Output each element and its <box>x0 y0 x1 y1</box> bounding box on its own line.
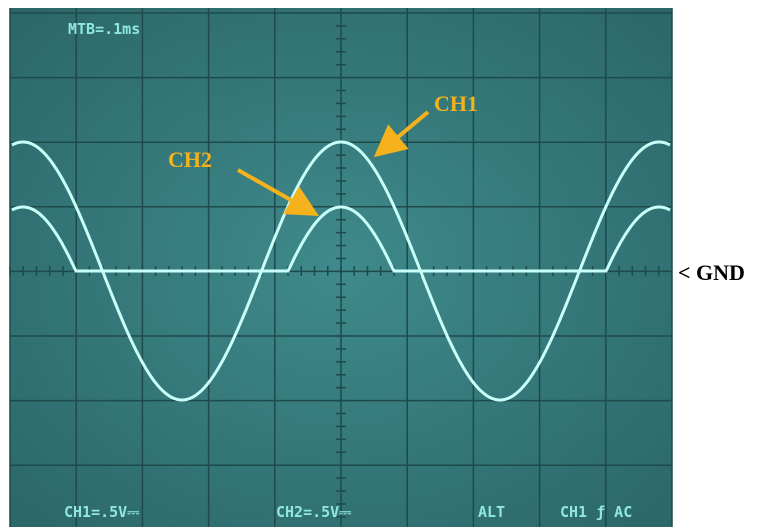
mode: ALT <box>478 503 505 521</box>
ch2-label: CH2 <box>168 147 212 172</box>
ch1-scale: CH1=.5V⎓ <box>64 503 139 521</box>
ch2-scale: CH2=.5V⎓ <box>276 503 351 521</box>
timebase: MTB=.1ms <box>68 20 140 38</box>
trigger: CH1 ƒ AC <box>560 503 632 521</box>
ch1-label: CH1 <box>434 91 478 116</box>
page: MTB=.1ms CH1=.5V⎓ CH2=.5V⎓ ALT CH1 ƒ AC … <box>0 0 784 531</box>
oscilloscope-photo: MTB=.1ms CH1=.5V⎓ CH2=.5V⎓ ALT CH1 ƒ AC … <box>0 0 784 531</box>
gnd-label: < GND <box>678 260 745 285</box>
